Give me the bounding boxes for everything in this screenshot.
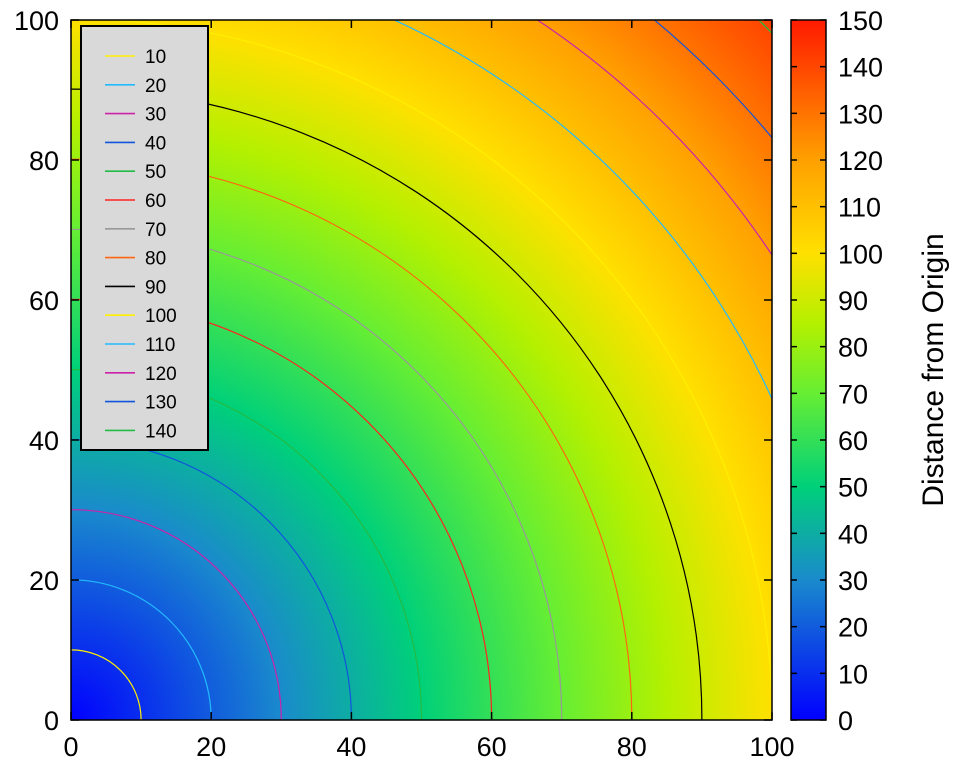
colorbar-label: Distance from Origin	[917, 233, 950, 506]
legend-entry: 120	[105, 364, 177, 385]
x-tick-label: 40	[336, 732, 366, 762]
colorbar-tick-label: 120	[838, 146, 883, 176]
x-tick-label: 80	[617, 732, 647, 762]
contour-110	[392, 20, 772, 401]
contour-90	[71, 88, 703, 720]
legend-label: 80	[145, 249, 166, 270]
legend-label: 70	[145, 220, 166, 241]
legend-label: 10	[145, 47, 166, 68]
x-tick-label: 100	[749, 732, 794, 762]
colorbar-tick-label: 90	[838, 286, 868, 316]
y-tick-label: 60	[29, 286, 59, 316]
legend-box	[80, 25, 209, 451]
legend-label: 140	[145, 421, 177, 442]
contour-120	[536, 20, 772, 257]
legend-label: 40	[145, 133, 166, 154]
y-tick-label: 20	[29, 566, 59, 596]
contour-20	[71, 579, 212, 720]
legend-entry: 100	[105, 306, 177, 327]
colorbar-tick-label: 10	[838, 659, 868, 689]
legend-label: 120	[145, 364, 177, 385]
contour-140	[757, 20, 772, 35]
legend-entry: 70	[105, 220, 166, 241]
colorbar-tick-label: 50	[838, 473, 868, 503]
legend-entry: 30	[105, 105, 166, 126]
x-tick-label: 20	[196, 732, 226, 762]
legend-entry: 80	[105, 249, 166, 270]
plot-frame	[70, 19, 773, 721]
colorbar-tick-label: 80	[838, 333, 868, 363]
colorbar-tick-label: 30	[838, 566, 868, 596]
x-tick-label: 60	[477, 732, 507, 762]
legend-entry: 130	[105, 393, 177, 414]
colorbar-tick-label: 100	[838, 239, 883, 269]
colorbar-tick-label: 20	[838, 613, 868, 643]
contour-130	[653, 20, 772, 139]
contour-10	[71, 649, 142, 720]
y-tick-label: 100	[14, 6, 59, 36]
legend-label: 130	[145, 393, 177, 414]
colorbar-tick-label: 60	[838, 426, 868, 456]
x-axis: 0 20 40 60 80 100	[63, 20, 795, 762]
y-tick-label: 0	[44, 706, 59, 736]
contour-100	[94, 20, 772, 720]
colorbar-bar	[790, 19, 827, 721]
legend-entry: 140	[105, 421, 177, 442]
colorbar: 0 10 20 30 40 50 60 70 80 90 100 110 120 130 140 150 Dis…	[790, 6, 950, 736]
legend: 10 20 30 40 50 60 70 80 90 100 110 120 130 140	[80, 25, 209, 451]
colorbar-tick-label: 130	[838, 99, 883, 129]
legend-entry: 50	[105, 162, 166, 183]
legend-label: 100	[145, 306, 177, 327]
y-tick-label: 80	[29, 146, 59, 176]
legend-entry: 110	[105, 335, 175, 356]
legend-label: 90	[145, 277, 166, 298]
y-axis: 0 20 40 60 80 100	[14, 6, 772, 736]
legend-entry: 20	[105, 76, 166, 97]
contour-30	[71, 509, 282, 720]
colorbar-tick-label: 140	[838, 53, 883, 83]
legend-entry: 40	[105, 133, 166, 154]
colorbar-tick-label: 150	[838, 6, 883, 36]
colorbar-tick-label: 70	[838, 379, 868, 409]
y-tick-label: 40	[29, 426, 59, 456]
legend-entry: 60	[105, 191, 166, 212]
legend-entry: 10	[105, 47, 166, 68]
legend-entry: 90	[105, 277, 166, 298]
legend-label: 110	[145, 335, 175, 356]
colorbar-tick-label: 0	[838, 706, 853, 736]
x-tick-label: 0	[63, 732, 78, 762]
colorbar-tick-label: 110	[838, 193, 881, 223]
legend-label: 60	[145, 191, 166, 212]
legend-label: 30	[145, 105, 166, 126]
colorbar-tick-label: 40	[838, 519, 868, 549]
legend-label: 50	[145, 162, 166, 183]
legend-label: 20	[145, 76, 166, 97]
